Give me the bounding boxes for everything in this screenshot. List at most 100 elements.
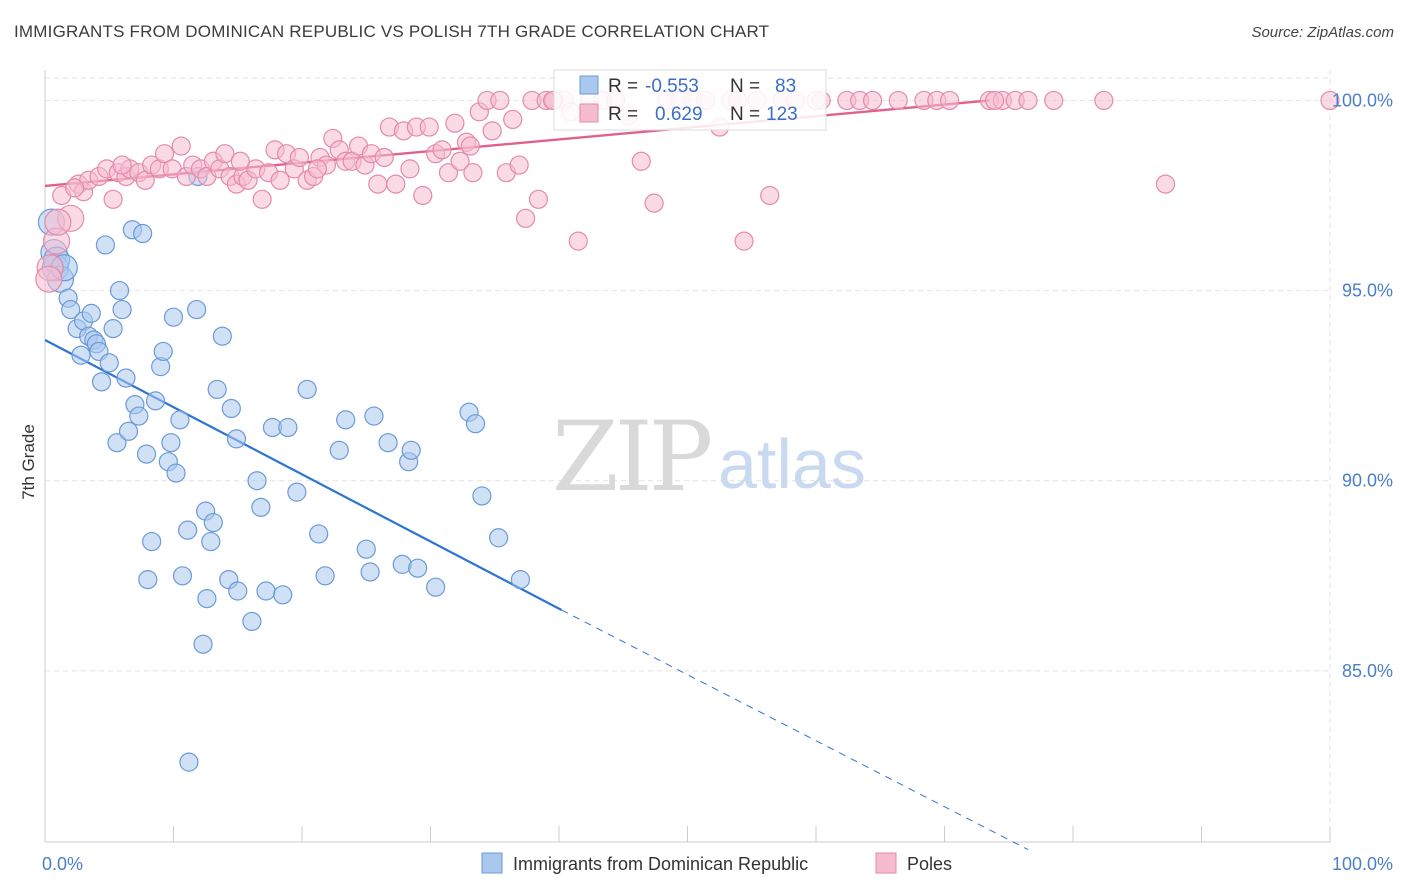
dominican-point: [166, 463, 186, 483]
poles-point: [368, 174, 388, 194]
y-tick-label: 90.0%: [1342, 471, 1393, 491]
poles-point: [413, 185, 433, 206]
stats-r-label-1: R =: [608, 76, 638, 97]
poles-point: [35, 265, 63, 293]
poles-point: [568, 231, 588, 251]
stats-r-value-2: 0.629: [655, 104, 703, 125]
poles-point: [44, 208, 72, 236]
dominican-point: [142, 531, 162, 552]
dominican-point: [401, 440, 421, 460]
poles-point: [1018, 90, 1038, 111]
dominican-point: [172, 566, 193, 586]
poles-point: [509, 155, 529, 175]
stats-swatch-blue: [579, 75, 599, 95]
axes: [44, 70, 1331, 843]
dominican-point: [138, 569, 158, 590]
dominican-point: [153, 341, 173, 362]
stats-box: R = -0.553 N = 83 R = 0.629 N = 123: [553, 69, 827, 131]
dominican-point: [170, 410, 190, 430]
dominican-point: [118, 421, 139, 441]
dominican-point: [247, 471, 267, 491]
stats-n-value-2: 123: [766, 104, 798, 125]
poles-point: [631, 151, 651, 171]
dominican-point: [378, 433, 398, 453]
poles-point: [386, 174, 406, 194]
poles-point: [888, 90, 908, 111]
dominican-point: [329, 440, 349, 460]
poles-point: [528, 189, 549, 209]
dominican-point: [197, 589, 217, 609]
chart-title: IMMIGRANTS FROM DOMINICAN REPUBLIC VS PO…: [14, 22, 770, 41]
poles-point: [450, 151, 470, 171]
y-axis-label: 7th Grade: [19, 424, 38, 500]
stats-swatch-pink: [579, 103, 599, 123]
poles-point: [445, 113, 465, 133]
watermark-atlas: atlas: [718, 425, 866, 503]
dominican-point: [336, 410, 356, 430]
poles-point: [515, 208, 536, 228]
dominican-point: [133, 223, 153, 244]
poles-point: [432, 140, 452, 160]
poles-point: [270, 170, 290, 190]
poles-point: [644, 193, 664, 213]
dominican-point: [61, 299, 81, 320]
poles-point: [103, 189, 123, 209]
poles-point: [154, 144, 175, 164]
dominican-point: [203, 512, 223, 533]
y-tick-label: 95.0%: [1342, 281, 1393, 301]
dominican-point: [315, 566, 335, 586]
dominican-point: [472, 486, 492, 506]
legend: Immigrants from Dominican Republic Poles: [481, 852, 952, 874]
dominican-point: [116, 368, 136, 388]
poles-point: [985, 90, 1005, 111]
x-tick-labels: 0.0% 100.0%: [42, 854, 1393, 874]
dominican-point: [179, 752, 199, 772]
poles-point: [1044, 90, 1064, 111]
dominican-point: [356, 539, 376, 559]
dominican-point: [107, 433, 127, 453]
poles-point: [940, 90, 960, 111]
dominican-point: [95, 235, 115, 255]
legend-swatch-poles: [875, 852, 897, 874]
dominican-point: [251, 497, 271, 517]
poles-point: [463, 163, 483, 183]
dominican-point: [278, 417, 298, 438]
series-poles-points: [35, 90, 1340, 293]
y-tick-label: 85.0%: [1342, 661, 1393, 681]
poles-point: [289, 147, 310, 168]
dominican-point: [136, 444, 157, 464]
poles-point: [374, 147, 394, 168]
watermark-zip: ZIP: [552, 401, 711, 513]
stats-r-value-1: -0.553: [645, 76, 699, 97]
trend-line-dominican-extension: [561, 609, 1029, 851]
poles-point: [112, 155, 132, 175]
poles-point: [64, 178, 85, 198]
dominican-point: [99, 353, 119, 373]
dominican-point: [103, 319, 123, 339]
stats-n-label-1: N =: [730, 76, 760, 97]
legend-swatch-dominican: [481, 852, 503, 874]
dominican-point: [178, 520, 198, 540]
poles-point: [862, 90, 883, 111]
stats-n-value-1: 83: [775, 76, 796, 97]
poles-point: [1155, 174, 1176, 194]
watermark: ZIP atlas: [552, 401, 866, 513]
poles-point: [171, 136, 191, 156]
dominican-point: [360, 562, 380, 582]
dominican-point: [81, 303, 101, 323]
stats-n-label-2: N =: [730, 104, 760, 125]
dominican-point: [489, 528, 509, 548]
poles-point: [1094, 90, 1114, 111]
dominican-point: [109, 280, 130, 301]
dominican-point: [201, 531, 221, 552]
poles-point: [1320, 90, 1340, 111]
poles-point: [503, 109, 523, 130]
stats-r-label-2: R =: [608, 104, 638, 125]
dominican-point: [161, 433, 181, 453]
dominican-point: [256, 581, 276, 601]
poles-point: [419, 117, 439, 137]
x-tick-label-max: 100.0%: [1332, 854, 1393, 874]
dominican-point: [226, 429, 247, 449]
poles-point: [482, 121, 502, 141]
